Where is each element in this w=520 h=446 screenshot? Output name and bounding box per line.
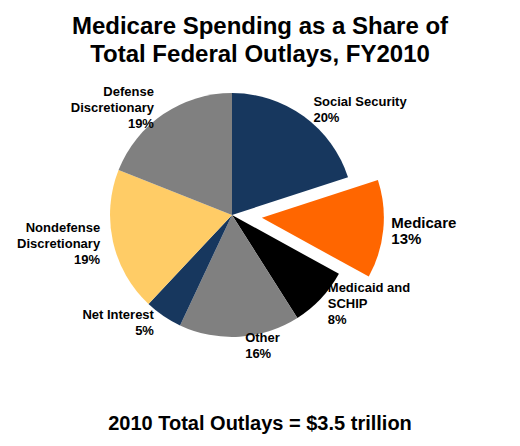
svg-text:Social Security: Social Security — [313, 94, 407, 109]
svg-text:Net Interest: Net Interest — [82, 307, 154, 322]
svg-text:13%: 13% — [391, 230, 421, 247]
svg-text:Discretionary: Discretionary — [17, 236, 101, 251]
svg-text:19%: 19% — [74, 252, 100, 267]
svg-text:20%: 20% — [313, 110, 339, 125]
svg-text:Other: Other — [245, 330, 280, 345]
svg-text:5%: 5% — [135, 323, 154, 338]
svg-text:19%: 19% — [128, 116, 154, 131]
svg-text:2010 Total Outlays = $3.5 tril: 2010 Total Outlays = $3.5 trillion — [108, 412, 412, 434]
svg-text:Discretionary: Discretionary — [71, 100, 155, 115]
svg-text:Defense: Defense — [103, 84, 154, 99]
svg-text:Medicaid and: Medicaid and — [328, 280, 410, 295]
svg-text:16%: 16% — [245, 346, 271, 361]
svg-text:Medicare Spending as a Share o: Medicare Spending as a Share of — [72, 12, 449, 39]
svg-text:Medicare: Medicare — [391, 214, 456, 231]
svg-text:Nondefense: Nondefense — [26, 220, 100, 235]
svg-text:8%: 8% — [328, 312, 347, 327]
svg-text:SCHIP: SCHIP — [328, 296, 368, 311]
svg-text:Total Federal Outlays, FY2010: Total Federal Outlays, FY2010 — [90, 40, 430, 67]
